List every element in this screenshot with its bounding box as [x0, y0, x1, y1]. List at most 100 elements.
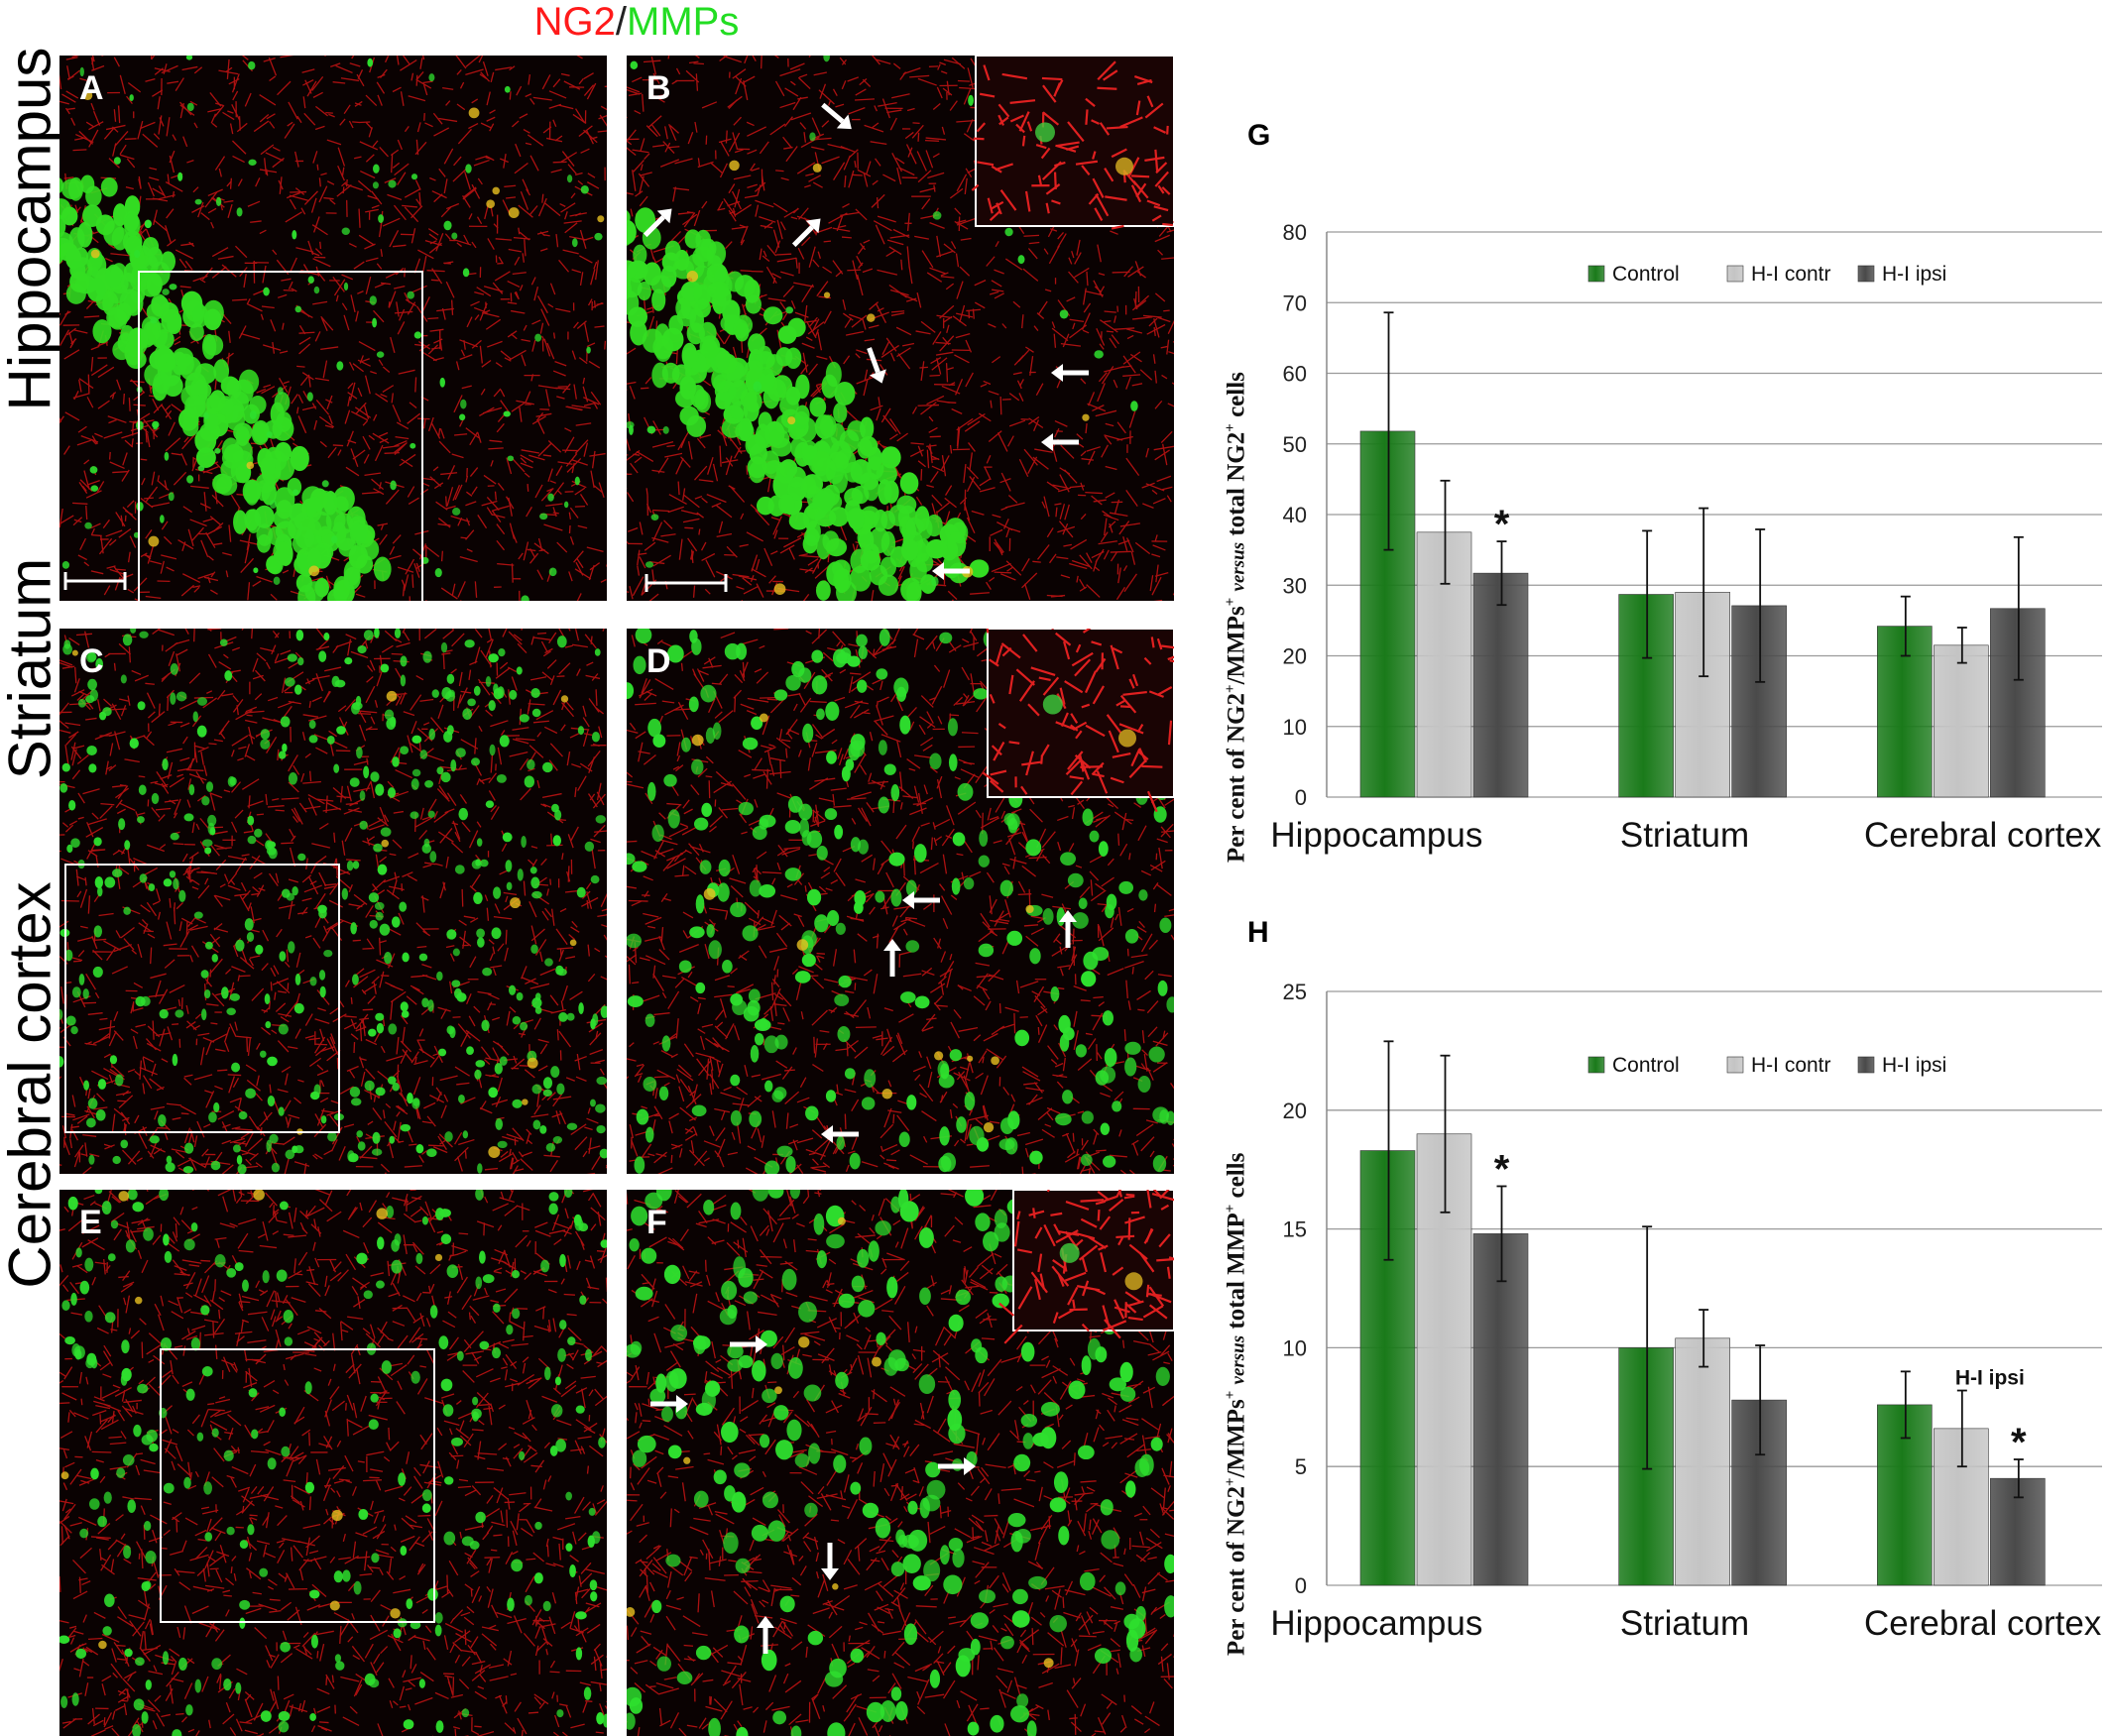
row-label-hippocampus: Hippocampus: [0, 47, 63, 411]
bar: [1877, 1404, 1933, 1586]
error-bar: [1956, 1389, 1967, 1468]
arrow-marker: [883, 939, 901, 977]
y-tick-label: 15: [1283, 1217, 1307, 1242]
x-category-label: Cerebral cortex: [1864, 1604, 2102, 1643]
mmp-nuclei: [59, 629, 607, 1174]
legend-label: H-I ipsi: [1882, 1054, 1946, 1077]
title-ng2: NG2: [533, 0, 616, 44]
bar: [1990, 1477, 2046, 1586]
arrow-marker: [1041, 433, 1079, 451]
bar: [1359, 430, 1416, 798]
micrograph-image: [59, 629, 607, 1174]
micrograph-panel-b: B: [627, 56, 1174, 601]
legend-label: Control: [1612, 263, 1680, 286]
x-category-label: Striatum: [1620, 816, 1749, 855]
x-category-label: Striatum: [1620, 1604, 1749, 1643]
error-bar: [1900, 595, 1911, 657]
mmp-nuclei: [61, 56, 603, 601]
mmp-nuclei: [627, 629, 1174, 1174]
legend-item: H-I ipsi: [1857, 1054, 1946, 1077]
y-tick-label: 10: [1283, 715, 1307, 740]
micrograph-image: [627, 1190, 1174, 1736]
arrow-marker: [650, 1395, 688, 1413]
bar: [1472, 572, 1529, 798]
error-bar: [1699, 1309, 1709, 1368]
arrow-marker: [1059, 910, 1077, 948]
error-bar: [1755, 1344, 1766, 1456]
error-bar: [1383, 311, 1394, 551]
legend-label: Control: [1612, 1054, 1680, 1077]
scale-bar: [63, 572, 127, 590]
significance-asterisk: *: [1494, 1147, 1510, 1191]
bar: [1359, 1150, 1416, 1586]
zoom-inset: [982, 629, 1174, 813]
significance-asterisk: *: [2011, 1421, 2027, 1464]
colocalized-cells: [60, 1190, 443, 1650]
error-bar: [1496, 1185, 1507, 1283]
y-tick-label: 20: [1283, 1099, 1307, 1123]
arrow-marker: [938, 1457, 976, 1475]
bar: [1618, 594, 1674, 798]
y-tick-label: 25: [1283, 980, 1307, 1004]
error-bar: [1699, 507, 1709, 678]
arrow-marker: [867, 347, 886, 384]
y-tick-label: 60: [1283, 362, 1307, 387]
bar: [1618, 1347, 1674, 1586]
legend-label: H-I contr: [1751, 263, 1831, 286]
arrow-marker: [821, 1543, 839, 1580]
scale-bar: [645, 574, 728, 592]
bar: [1934, 1428, 1989, 1586]
chart-letter-h: H: [1247, 916, 1269, 949]
significance-asterisk: *: [1494, 503, 1510, 546]
error-bar: [2013, 535, 2024, 681]
bar-annotation-label: H-I ipsi: [1955, 1367, 2025, 1390]
panel-letter-a: A: [79, 69, 104, 107]
chart-g: 0 10 20 30 40 50 60 70 80 Hippocampus Striatum Cere…: [1270, 220, 2102, 855]
micrograph-panel-c: C: [59, 629, 607, 1174]
legend-swatch: [1726, 265, 1744, 283]
zoom-inset: [971, 56, 1174, 230]
legend-label: H-I contr: [1751, 1054, 1831, 1077]
legend-item: H-I contr: [1726, 1054, 1831, 1077]
micrograph-background: [59, 1190, 607, 1736]
legend-swatch: [1587, 1056, 1605, 1074]
error-bar: [1440, 1054, 1451, 1214]
legend-swatch: [1857, 265, 1875, 283]
y-tick-label: 40: [1283, 503, 1307, 527]
arrow-marker: [821, 1125, 859, 1143]
title-mmps: MMPs: [627, 0, 740, 44]
micrograph-image: [59, 1190, 607, 1736]
roi-box: [64, 864, 340, 1133]
mmp-nuclei: [627, 1190, 1174, 1736]
arrow-marker: [821, 102, 852, 130]
roi-box: [160, 1348, 435, 1623]
micrograph-panel-e: E: [59, 1190, 607, 1736]
row-label-striatum: Striatum: [0, 557, 63, 780]
y-tick-label: 80: [1283, 220, 1307, 245]
bar: [1675, 592, 1730, 798]
arrow-marker: [902, 891, 940, 909]
micrograph-panel-f: F: [627, 1190, 1174, 1736]
y-tick-label: 50: [1283, 432, 1307, 457]
y-tick-label: 5: [1295, 1454, 1307, 1479]
arrow-marker: [932, 562, 970, 580]
error-bar: [1900, 1370, 1911, 1440]
colocalized-cells: [691, 713, 1034, 1133]
error-bar: [1496, 540, 1507, 607]
legend-item: H-I contr: [1726, 263, 1831, 286]
bar: [1472, 1233, 1529, 1586]
arrow-marker: [757, 1616, 774, 1654]
panel-letter-e: E: [79, 1204, 102, 1241]
legend-item: Control: [1587, 1054, 1680, 1077]
micrograph-background: [59, 629, 607, 1174]
panel-letter-c: C: [79, 642, 104, 680]
legend-item: Control: [1587, 263, 1680, 286]
arrow-marker: [643, 208, 672, 238]
bar: [1990, 608, 2046, 798]
chart-h: 0 5 10 15 20 25 Hippocampus Striatum Cerebral co…: [1270, 980, 2102, 1643]
arrow-marker: [791, 218, 821, 248]
x-category-label: Cerebral cortex: [1864, 816, 2102, 855]
y-tick-label: 20: [1283, 644, 1307, 669]
error-bar: [1440, 479, 1451, 585]
micrograph-panel-a: A: [59, 56, 607, 601]
